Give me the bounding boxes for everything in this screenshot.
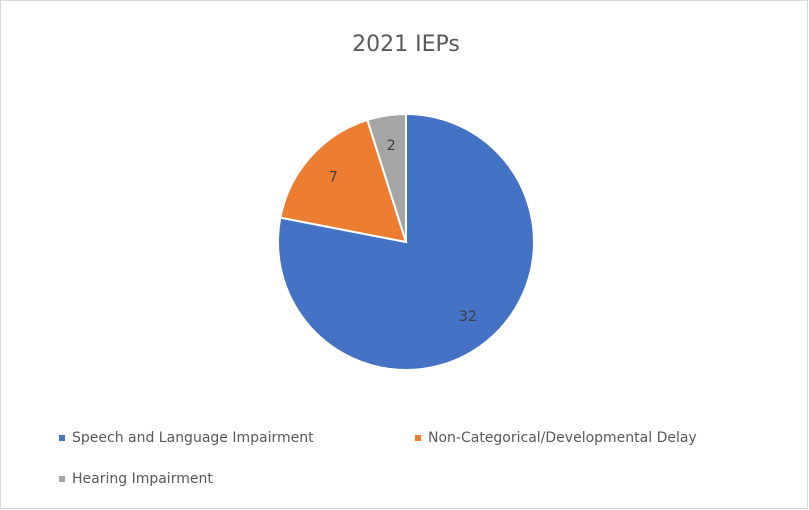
legend-label: Speech and Language Impairment xyxy=(72,430,314,446)
legend-swatch xyxy=(59,435,65,441)
data-label: 2 xyxy=(387,138,396,154)
data-label: 32 xyxy=(459,309,477,325)
chart-title: 2021 IEPs xyxy=(352,32,460,57)
pie-slice xyxy=(279,118,408,244)
legend-label: Non-Categorical/Developmental Delay xyxy=(428,430,697,446)
pie-slice xyxy=(366,112,407,243)
legend-swatch xyxy=(59,476,65,482)
legend-swatch xyxy=(415,435,421,441)
legend-label: Hearing Impairment xyxy=(72,471,213,487)
data-label: 7 xyxy=(329,169,338,185)
